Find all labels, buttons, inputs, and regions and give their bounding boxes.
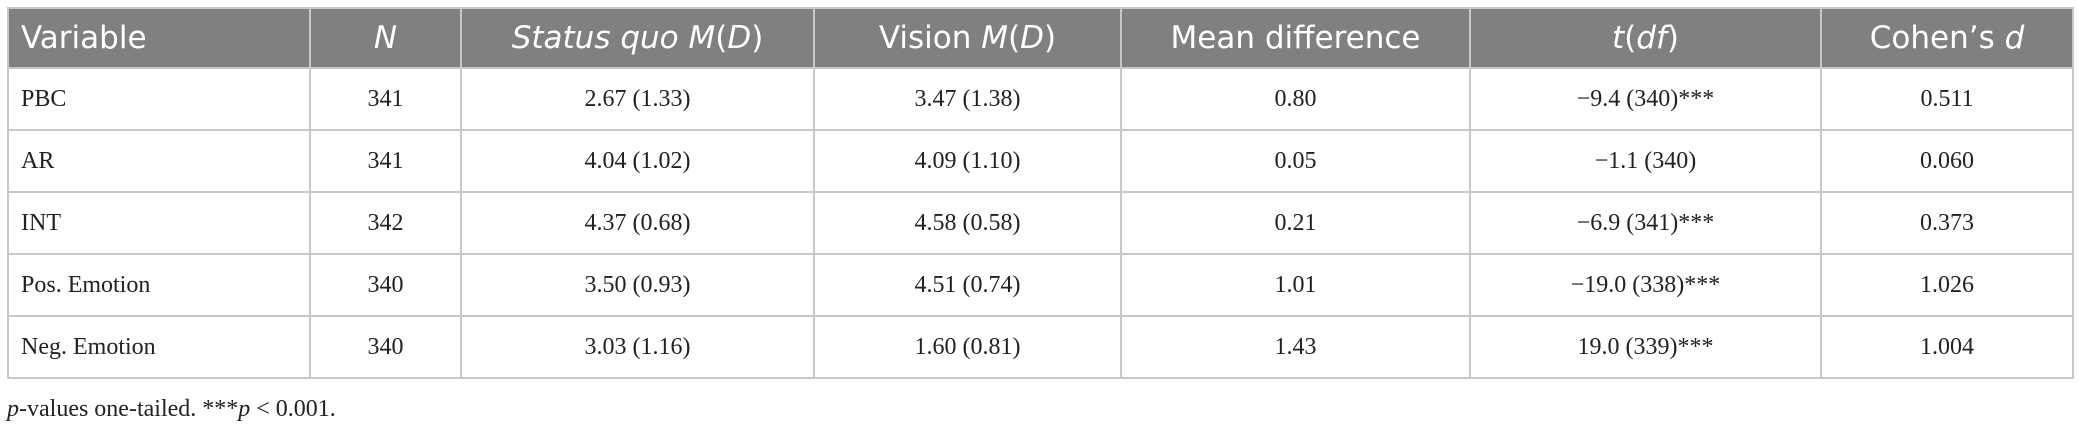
table-row: INT 342 4.37 (0.68) 4.58 (0.58) 0.21 −6.9 (34… — [7, 191, 2074, 255]
table-cell: 341 — [309, 129, 462, 193]
header-text: ( — [715, 20, 728, 56]
header-text: Vision — [878, 20, 982, 56]
header-text: ( — [1008, 20, 1021, 56]
header-text: t — [1612, 20, 1625, 56]
table-cell: 4.51 (0.74) — [813, 253, 1122, 317]
table-cell: 342 — [309, 191, 462, 255]
footnote-text: p — [7, 396, 19, 422]
table-cell: 4.37 (0.68) — [460, 191, 815, 255]
table-cell: 340 — [309, 253, 462, 317]
header-text: D — [727, 20, 752, 56]
header-cell: Vision M(D) — [813, 7, 1122, 69]
table-cell: 341 — [309, 67, 462, 131]
table-cell: −1.1 (340) — [1469, 129, 1822, 193]
header-cell: Mean difference — [1120, 7, 1471, 69]
table-cell: 0.511 — [1820, 67, 2074, 131]
header-text: ) — [1044, 20, 1057, 56]
header-text: Cohen’s — [1869, 20, 2005, 56]
table-row: Neg. Emotion 340 3.03 (1.16) 1.60 (0.81) 1.4… — [7, 315, 2074, 379]
row-label: INT — [7, 191, 311, 255]
table-cell: 2.67 (1.33) — [460, 67, 815, 131]
footnote-text: -values one-tailed. *** — [19, 396, 239, 422]
row-label: PBC — [7, 67, 311, 131]
footnote-text: p — [238, 396, 251, 422]
table-body: PBC 341 2.67 (1.33) 3.47 (1.38) 0.80 −9.4 (34… — [7, 67, 2074, 379]
table-cell: 340 — [309, 315, 462, 379]
table-cell: 4.04 (1.02) — [460, 129, 815, 193]
header-text: df — [1636, 20, 1667, 56]
table-cell: −9.4 (340)*** — [1469, 67, 1822, 131]
header-text: Mean difference — [1170, 20, 1421, 56]
table-cell: 1.43 — [1120, 315, 1471, 379]
footnote-text: < 0.001. — [250, 396, 336, 422]
table-cell: 1.026 — [1820, 253, 2074, 317]
table-cell: 1.60 (0.81) — [813, 315, 1122, 379]
table-cell: 4.58 (0.58) — [813, 191, 1122, 255]
row-label: Neg. Emotion — [7, 315, 311, 379]
table-row: AR 341 4.04 (1.02) 4.09 (1.10) 0.05 −1.1 (340… — [7, 129, 2074, 193]
table-row: PBC 341 2.67 (1.33) 3.47 (1.38) 0.80 −9.4 (34… — [7, 67, 2074, 131]
header-cell: Variable — [7, 7, 311, 69]
table-cell: 1.004 — [1820, 315, 2074, 379]
header-text: D — [1020, 20, 1044, 56]
header-text: Status quo M — [511, 20, 716, 56]
header-text: d — [2004, 20, 2025, 56]
header-text: Variable — [21, 20, 147, 56]
header-cell: Status quo M(D) — [460, 7, 815, 69]
table-cell: 3.50 (0.93) — [460, 253, 815, 317]
table-cell: 3.47 (1.38) — [813, 67, 1122, 131]
table-cell: 0.05 — [1120, 129, 1471, 193]
table-cell: 4.09 (1.10) — [813, 129, 1122, 193]
row-label: AR — [7, 129, 311, 193]
row-label: Pos. Emotion — [7, 253, 311, 317]
table-cell: −6.9 (341)*** — [1469, 191, 1822, 255]
header-cell: Cohen’s d — [1820, 7, 2074, 69]
header-cell: t(df) — [1469, 7, 1822, 69]
table-cell: 0.373 — [1820, 191, 2074, 255]
data-table: Variable N Status quo M(D) Vision M(D) M… — [7, 7, 2074, 379]
header-text: M — [981, 20, 1009, 56]
table-row: Pos. Emotion 340 3.50 (0.93) 4.51 (0.74) 1.0… — [7, 253, 2074, 317]
footnote: p-values one-tailed. ***p < 0.001. — [7, 396, 336, 423]
table-cell: 3.03 (1.16) — [460, 315, 815, 379]
header-text: ) — [751, 20, 764, 56]
table-header: Variable N Status quo M(D) Vision M(D) M… — [7, 7, 2074, 69]
header-text: N — [373, 20, 398, 56]
table-cell: 0.21 — [1120, 191, 1471, 255]
table-cell: 0.060 — [1820, 129, 2074, 193]
header-cell: N — [309, 7, 462, 69]
table-cell: 1.01 — [1120, 253, 1471, 317]
table-cell: 19.0 (339)*** — [1469, 315, 1822, 379]
table-cell: 0.80 — [1120, 67, 1471, 131]
header-text: ) — [1666, 20, 1679, 56]
table-cell: −19.0 (338)*** — [1469, 253, 1822, 317]
header-row: Variable N Status quo M(D) Vision M(D) M… — [7, 7, 2074, 69]
header-text: ( — [1624, 20, 1637, 56]
